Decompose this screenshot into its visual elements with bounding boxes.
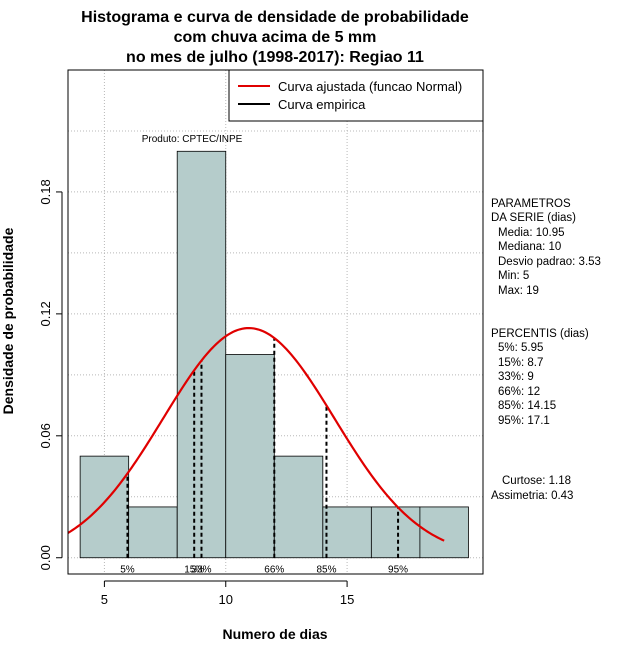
y-tick-label-2: 0.12 (38, 301, 53, 326)
product-annotation: Produto: CPTEC/INPE (142, 134, 243, 145)
histogram-bar-1 (128, 506, 178, 559)
percentis-header: PERCENTIS (dias) (491, 328, 589, 340)
x-axis: 5 10 15 (101, 580, 354, 607)
x-tick-label-1: 10 (219, 592, 233, 607)
y-axis-title: Densidade de probabilidade (0, 227, 16, 414)
percentile-label-3: 66% (264, 565, 284, 576)
y-axis: 0.00 0.06 0.12 0.18 (38, 179, 63, 570)
histogram-bar-4 (273, 455, 324, 559)
histogram-bar-3 (225, 354, 275, 559)
chart-title-line-1: Histograma e curva de densidade de proba… (81, 9, 469, 26)
param-min: Min: 5 (498, 270, 529, 282)
param-max: Max: 19 (498, 285, 539, 297)
y-tick-label-3: 0.18 (38, 179, 53, 204)
percentile-label-5: 95% (388, 565, 408, 576)
histogram-bar-2 (176, 150, 227, 559)
y-tick-label-0: 0.00 (38, 545, 53, 570)
x-tick-label-2: 15 (340, 592, 354, 607)
legend: Curva ajustada (funcao Normal) Curva emp… (228, 69, 484, 122)
percentil-33: 33%: 9 (498, 371, 534, 383)
percentil-85: 85%: 14.15 (498, 400, 556, 412)
param-mean: Media: 10.95 (498, 227, 565, 239)
percentil-66: 66%: 12 (498, 386, 540, 398)
percentile-labels: 5% 15%33% 66% 85% 95% (120, 565, 408, 576)
params-header-1: PARAMETROS (491, 198, 571, 210)
percentile-lines (126, 338, 400, 558)
params-header-2: DA SERIE (dias) (491, 212, 576, 224)
histogram-bar-6 (370, 506, 421, 559)
legend-box (228, 69, 484, 122)
normal-curve (67, 326, 445, 542)
percentile-label-2: 33% (191, 565, 211, 576)
percentiles-list: PERCENTIS (dias) 5%: 5.95 15%: 8.7 33%: … (491, 328, 589, 427)
percentil-15: 15%: 8.7 (498, 357, 543, 369)
y-tick-label-1: 0.06 (38, 423, 53, 448)
stat-kurtosis: Curtose: 1.18 (502, 475, 571, 487)
param-median: Mediana: 10 (498, 241, 561, 253)
histogram-bar-0 (79, 455, 130, 559)
series-parameters: PARAMETROS DA SERIE (dias) Media: 10.95 … (491, 198, 601, 297)
histogram-bar-5 (322, 506, 372, 559)
x-tick-label-0: 5 (101, 592, 108, 607)
shape-statistics: Curtose: 1.18 Assimetria: 0.43 (491, 475, 573, 502)
percentile-label-1: 15% (184, 565, 204, 576)
param-stddev: Desvio padrao: 3.53 (498, 256, 601, 268)
percentil-95: 95%: 17.1 (498, 415, 550, 427)
histogram-bars (79, 150, 469, 559)
percentile-label-0: 5% (120, 565, 135, 576)
legend-label-fitted: Curva ajustada (funcao Normal) (278, 79, 462, 94)
percentile-label-4: 85% (316, 565, 336, 576)
percentil-5: 5%: 5.95 (498, 342, 543, 354)
legend-label-empirical: Curva empirica (278, 97, 366, 112)
chart-title-line-3: no mes de julho (1998-2017): Regiao 11 (126, 49, 424, 66)
normal-curve-layer (67, 326, 445, 542)
chart-title-line-2: com chuva acima de 5 mm (174, 29, 377, 46)
x-axis-title: Numero de dias (222, 626, 327, 642)
stat-skewness: Assimetria: 0.43 (491, 490, 573, 502)
